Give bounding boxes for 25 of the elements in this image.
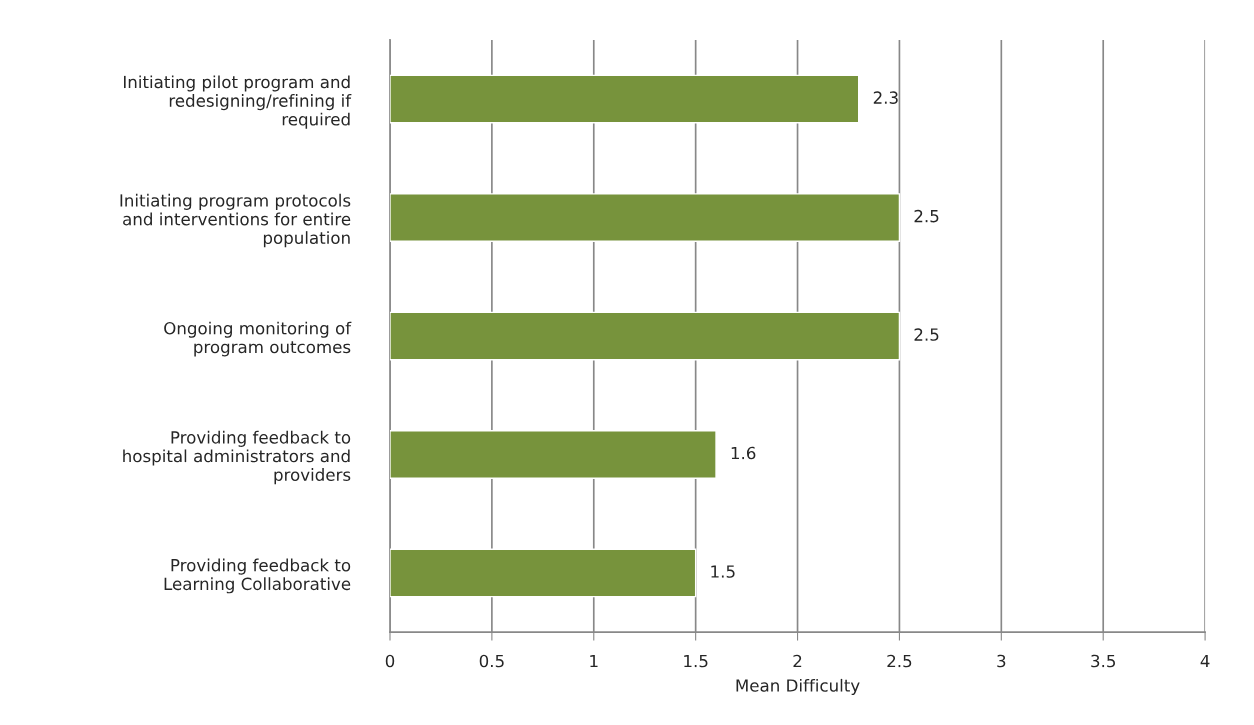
- x-tick-label: 4: [1200, 654, 1210, 668]
- data-label: 1.5: [711, 565, 735, 578]
- x-tick-label: 2: [793, 654, 802, 668]
- x-tick-label: 1.5: [684, 654, 708, 668]
- bar: [389, 430, 717, 479]
- x-axis-title: Mean Difficulty: [736, 678, 860, 696]
- y-tick-label: Initiating pilot program and redesigning/refining if required: [123, 75, 352, 129]
- bar: [389, 193, 901, 242]
- x-tick-label: 2.5: [887, 654, 912, 668]
- x-tick-label: 0.5: [479, 654, 504, 668]
- y-tick-label: Providing feedback to hospital administrators and providers: [123, 430, 351, 485]
- data-label: 2.5: [914, 209, 939, 223]
- bar: [389, 311, 901, 361]
- y-tick-label: Providing feedback to Learning Collaborative: [164, 558, 351, 594]
- x-tick-label: 3: [997, 654, 1006, 668]
- bar: [389, 548, 697, 598]
- data-label: 1.6: [731, 446, 756, 460]
- y-tick-label: Initiating program protocols and interventions for entire population: [120, 193, 351, 248]
- data-label: 2.5: [914, 328, 939, 341]
- data-label: 2.3: [873, 91, 898, 104]
- x-tick-label: 0: [385, 654, 395, 668]
- x-tick-label: 1: [590, 654, 598, 668]
- bar: [389, 74, 860, 124]
- y-tick-label: Ongoing monitoring of program outcomes: [164, 321, 352, 357]
- x-tick-label: 3.5: [1091, 654, 1115, 668]
